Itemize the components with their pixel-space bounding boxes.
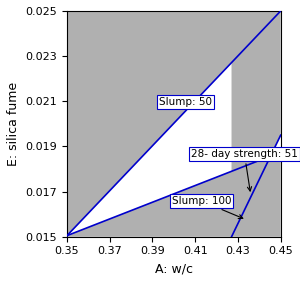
Text: 28- day strength: 51: 28- day strength: 51	[191, 149, 298, 191]
Text: Slump: 50: Slump: 50	[159, 97, 212, 107]
Y-axis label: E: silica fume: E: silica fume	[7, 82, 20, 166]
Polygon shape	[67, 152, 281, 237]
X-axis label: A: w/c: A: w/c	[155, 262, 193, 275]
Text: Slump: 100: Slump: 100	[172, 196, 243, 219]
Polygon shape	[232, 11, 281, 237]
Polygon shape	[67, 11, 281, 236]
